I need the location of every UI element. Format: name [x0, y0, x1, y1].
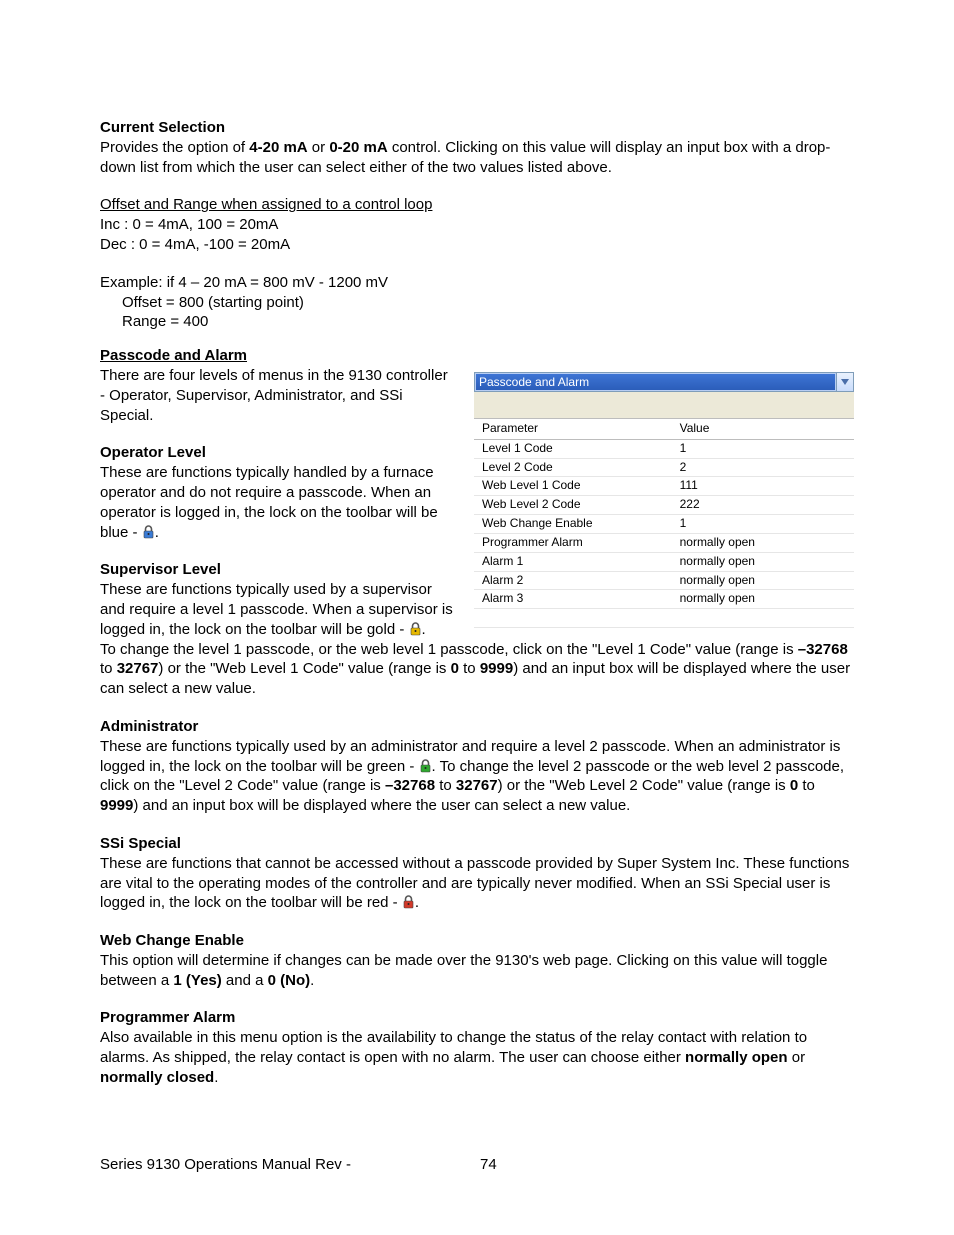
text: .	[155, 524, 159, 541]
value-wmin: 0	[790, 777, 798, 794]
value-nclosed: normally closed	[100, 1069, 214, 1086]
value-min: –32768	[385, 777, 435, 794]
para-ssi: These are functions that cannot be acces…	[100, 854, 854, 913]
cell-parameter: Web Level 2 Code	[474, 496, 672, 515]
text: .	[415, 894, 419, 911]
cell-parameter: Level 1 Code	[474, 439, 672, 458]
cell-parameter: Programmer Alarm	[474, 533, 672, 552]
text: These are functions typically used by a …	[100, 581, 453, 638]
cell-value[interactable]: normally open	[672, 590, 854, 609]
chevron-down-icon	[841, 379, 849, 385]
text: ) or the "Web Level 1 Code" value (range…	[158, 660, 450, 677]
table-row[interactable]: Programmer Alarmnormally open	[474, 533, 854, 552]
table-row[interactable]: Web Level 2 Code222	[474, 496, 854, 515]
col-value: Value	[672, 418, 854, 439]
value-wmax: 9999	[100, 797, 133, 814]
dropdown-selection: Passcode and Alarm	[474, 372, 836, 392]
cell-parameter: Alarm 3	[474, 590, 672, 609]
cell-value[interactable]: 2	[672, 458, 854, 477]
heading-current-selection: Current Selection	[100, 118, 854, 138]
text: ) and an input box will be displayed whe…	[133, 797, 630, 814]
table-row[interactable]: Level 2 Code2	[474, 458, 854, 477]
table-row[interactable]: Level 1 Code1	[474, 439, 854, 458]
cell-parameter: Alarm 1	[474, 552, 672, 571]
value-wmin: 0	[451, 660, 459, 677]
cell-value[interactable]: normally open	[672, 533, 854, 552]
text: or	[308, 139, 330, 156]
table-row[interactable]: Web Level 1 Code111	[474, 477, 854, 496]
footer-page-number: 74	[480, 1155, 497, 1175]
value-yes: 1 (Yes)	[173, 972, 221, 989]
lock-icon	[402, 895, 415, 909]
passcode-table: Parameter Value Level 1 Code1Level 2 Cod…	[474, 418, 854, 628]
text: Provides the option of	[100, 139, 249, 156]
cell-value[interactable]: 111	[672, 477, 854, 496]
cell-value[interactable]: normally open	[672, 571, 854, 590]
para-webchange: This option will determine if changes ca…	[100, 951, 854, 991]
text: .	[422, 621, 426, 638]
cell-parameter: Web Change Enable	[474, 515, 672, 534]
value-0-20: 0-20 mA	[329, 139, 387, 156]
text-inc: Inc : 0 = 4mA, 100 = 20mA	[100, 215, 854, 235]
text: to	[435, 777, 456, 794]
para-progalarm: Also available in this menu option is th…	[100, 1028, 854, 1087]
cell-value[interactable]: 1	[672, 515, 854, 534]
value-min: –32768	[798, 641, 848, 658]
footer-title: Series 9130 Operations Manual Rev -	[100, 1155, 480, 1175]
value-max: 32767	[117, 660, 159, 677]
text-example-3: Range = 400	[100, 312, 854, 332]
table-row[interactable]: Alarm 1normally open	[474, 552, 854, 571]
heading-ssi: SSi Special	[100, 834, 854, 854]
table-header-row: Parameter Value	[474, 418, 854, 439]
subhead-offset-range: Offset and Range when assigned to a cont…	[100, 195, 854, 215]
text: or	[788, 1049, 806, 1066]
cell-parameter: Web Level 1 Code	[474, 477, 672, 496]
text: to	[798, 777, 815, 794]
cell-parameter: Level 2 Code	[474, 458, 672, 477]
text: and a	[222, 972, 268, 989]
text-example-2: Offset = 800 (starting point)	[100, 293, 854, 313]
lock-icon	[419, 759, 432, 773]
heading-progalarm: Programmer Alarm	[100, 1008, 854, 1028]
text-example-1: Example: if 4 – 20 mA = 800 mV - 1200 mV	[100, 273, 854, 293]
cell-value[interactable]: 222	[672, 496, 854, 515]
page-footer: Series 9130 Operations Manual Rev - 74	[100, 1155, 854, 1175]
text: to	[459, 660, 480, 677]
value-nopen: normally open	[685, 1049, 788, 1066]
value-max: 32767	[456, 777, 498, 794]
text: .	[310, 972, 314, 989]
panel-dropdown[interactable]: Passcode and Alarm	[474, 372, 854, 392]
heading-administrator: Administrator	[100, 717, 854, 737]
passcode-panel: Passcode and Alarm Parameter Value Level…	[474, 372, 854, 628]
col-parameter: Parameter	[474, 418, 672, 439]
cell-parameter: Alarm 2	[474, 571, 672, 590]
value-no: 0 (No)	[268, 972, 311, 989]
text: to	[100, 660, 117, 677]
dropdown-button[interactable]	[836, 372, 854, 392]
heading-passcode-alarm: Passcode and Alarm	[100, 346, 854, 366]
text: .	[214, 1069, 218, 1086]
lock-icon	[409, 622, 422, 636]
para-current-selection: Provides the option of 4-20 mA or 0-20 m…	[100, 138, 854, 178]
table-row[interactable]: Web Change Enable1	[474, 515, 854, 534]
table-row	[474, 609, 854, 628]
panel-toolbar-spacer	[474, 392, 854, 418]
table-row[interactable]: Alarm 2normally open	[474, 571, 854, 590]
text: To change the level 1 passcode, or the w…	[100, 641, 798, 658]
table-row[interactable]: Alarm 3normally open	[474, 590, 854, 609]
text: ) or the "Web Level 2 Code" value (range…	[498, 777, 790, 794]
para-administrator: These are functions typically used by an…	[100, 737, 854, 816]
cell-value[interactable]: 1	[672, 439, 854, 458]
para-supervisor-2: To change the level 1 passcode, or the w…	[100, 640, 854, 699]
cell-value[interactable]: normally open	[672, 552, 854, 571]
text: These are functions that cannot be acces…	[100, 855, 849, 912]
heading-webchange: Web Change Enable	[100, 931, 854, 951]
lock-icon	[142, 525, 155, 539]
value-wmax: 9999	[480, 660, 513, 677]
text-dec: Dec : 0 = 4mA, -100 = 20mA	[100, 235, 854, 255]
value-4-20: 4-20 mA	[249, 139, 307, 156]
